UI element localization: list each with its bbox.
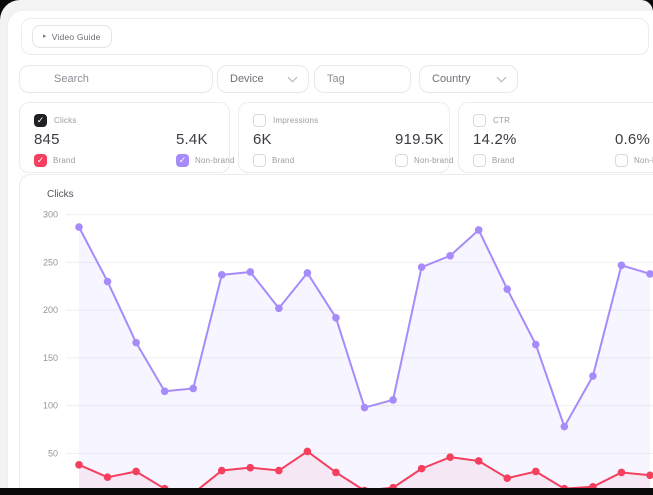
video-guide-button[interactable]: ▸ Video Guide [32,25,112,48]
nonbrand-label: Non-brand [414,156,454,165]
brand-label: Brand [492,156,515,165]
brand-label: Brand [272,156,295,165]
svg-text:100: 100 [43,401,58,411]
clicks-chart-card: Clicks 300 250 200 150 100 50 [19,174,653,488]
metric-name: CTR [493,115,511,125]
metric-name: Clicks [54,115,77,125]
nonbrand-checkbox[interactable] [615,154,628,167]
country-select[interactable]: Country [419,65,518,93]
chevron-down-icon [287,72,298,83]
nonbrand-checkbox[interactable]: ✓ [176,154,189,167]
main-panel: ▸ Video Guide Device Country ✓ Clicks [7,10,653,488]
search-input[interactable] [19,65,213,93]
filter-bar: Device Country [8,65,653,93]
metric-card-ctr: CTR 14.2% 0.6% Brand Non-brand [458,102,653,173]
brand-value: 6K [253,131,272,148]
impressions-metric-checkbox[interactable] [253,113,266,127]
video-guide-label: Video Guide [51,31,101,42]
nonbrand-label: Non-brand [195,156,235,165]
play-icon: ▸ [43,33,47,40]
nonbrand-value: 919.5K [395,131,444,148]
country-select-value: Country [432,73,471,85]
video-guide-bar: ▸ Video Guide [21,18,649,55]
metric-card-clicks: ✓ Clicks 845 5.4K ✓ Brand ✓ Non-brand [19,102,234,173]
svg-text:200: 200 [43,305,58,315]
nonbrand-label: Non-brand [634,156,653,165]
brand-checkbox[interactable] [473,154,486,167]
clicks-line-chart[interactable]: 300 250 200 150 100 50 [20,175,653,488]
clicks-metric-checkbox[interactable]: ✓ [34,113,47,127]
chart-title: Clicks [47,189,74,200]
nonbrand-checkbox[interactable] [395,154,408,167]
metric-name: Impressions [273,115,319,125]
chevron-down-icon [496,72,507,83]
brand-value: 14.2% [473,131,517,148]
brand-checkbox[interactable]: ✓ [34,154,47,167]
device-select-value: Device [230,73,264,85]
svg-text:150: 150 [43,353,58,363]
nonbrand-value: 5.4K [176,131,208,148]
tag-input[interactable] [314,65,411,93]
brand-checkbox[interactable] [253,154,266,167]
svg-text:300: 300 [43,210,58,220]
nonbrand-value: 0.6% [615,131,650,148]
svg-text:250: 250 [43,257,58,267]
metric-card-impressions: Impressions 6K 919.5K Brand Non-brand [238,102,453,173]
brand-value: 845 [34,131,60,148]
device-select[interactable]: Device [217,65,309,93]
ctr-metric-checkbox[interactable] [473,113,486,127]
svg-text:50: 50 [48,448,58,458]
brand-label: Brand [53,156,76,165]
